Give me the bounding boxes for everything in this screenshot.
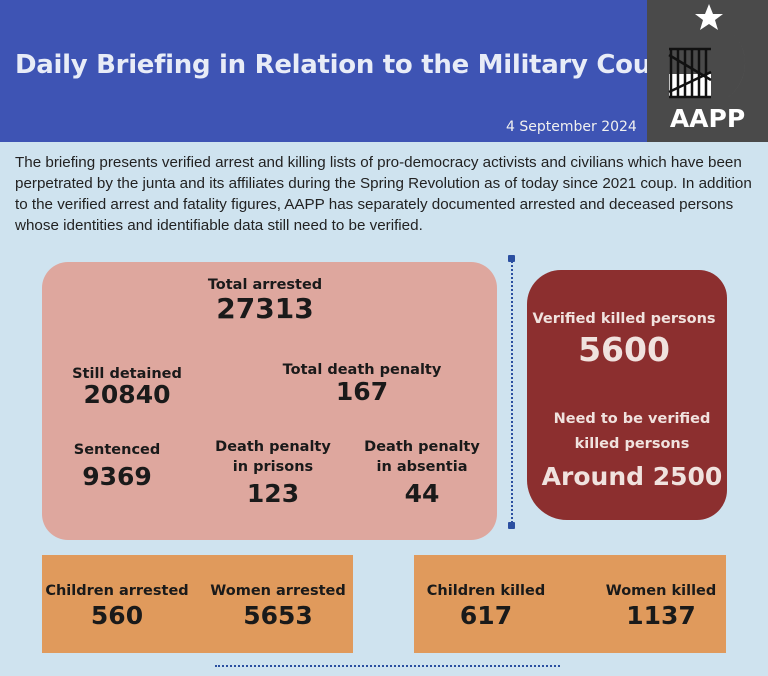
killed-breakdown-panel: [414, 555, 726, 653]
still-detained-label: Still detained: [72, 366, 182, 382]
women-arrested-label: Women arrested: [210, 583, 346, 599]
briefing-date: 4 September 2024: [506, 119, 637, 135]
children-arrested-value: 560: [90, 601, 144, 630]
verified-killed-value: 5600: [578, 330, 670, 369]
women-arrested-value: 5653: [243, 601, 313, 630]
total-arrested-label: Total arrested: [207, 277, 323, 293]
divider-handle-bottom: [508, 522, 515, 529]
death-penalty-prisons-label-2: in prisons: [232, 459, 314, 475]
death-penalty-absentia-label-1: Death penalty: [364, 439, 480, 455]
children-arrested-label: Children arrested: [45, 583, 189, 599]
death-penalty-absentia-label-2: in absentia: [376, 459, 468, 475]
divider-horizontal: [215, 665, 560, 667]
sentenced-label: Sentenced: [73, 442, 161, 458]
logo-text: AAPP: [669, 104, 746, 133]
sentenced-value: 9369: [82, 462, 152, 491]
death-penalty-absentia-value: 44: [404, 479, 440, 508]
verified-killed-label: Verified killed persons: [532, 311, 716, 327]
still-detained-value: 20840: [83, 380, 171, 409]
arrests-breakdown-panel: [42, 555, 353, 653]
intro-paragraph: The briefing presents verified arrest an…: [15, 154, 752, 234]
aapp-logo: AAPP: [647, 0, 768, 142]
arrests-panel: [42, 262, 497, 540]
logo-emblem-icon: [668, 4, 746, 107]
total-death-penalty-label: Total death penalty: [282, 362, 442, 378]
children-killed-value: 617: [459, 601, 513, 630]
women-killed-value: 1137: [626, 601, 696, 630]
unverified-killed-label-2: killed persons: [574, 436, 690, 452]
unverified-killed-label-1: Need to be verified: [553, 411, 711, 427]
death-penalty-prisons-label-1: Death penalty: [215, 439, 331, 455]
divider-handle-top: [508, 255, 515, 262]
total-arrested-value: 27313: [216, 292, 314, 325]
death-penalty-prisons-value: 123: [246, 479, 300, 508]
unverified-killed-value: Around 2500: [541, 462, 723, 491]
page-title: Daily Briefing in Relation to the Milita…: [15, 50, 670, 80]
header-banner: [0, 0, 768, 142]
divider-vertical: [511, 258, 513, 526]
children-killed-label: Children killed: [426, 583, 546, 599]
women-killed-label: Women killed: [605, 583, 717, 599]
total-death-penalty-value: 167: [335, 377, 389, 406]
killed-panel: [527, 270, 727, 520]
